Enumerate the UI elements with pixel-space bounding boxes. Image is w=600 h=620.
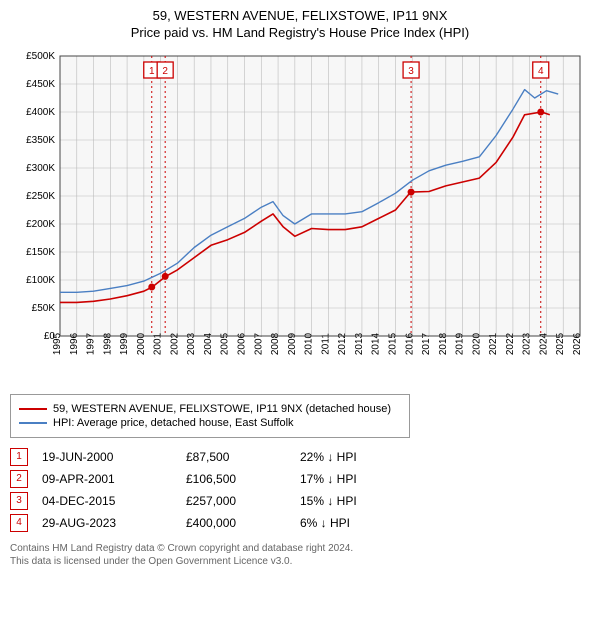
sale-date: 09-APR-2001 xyxy=(42,472,172,486)
legend: 59, WESTERN AVENUE, FELIXSTOWE, IP11 9NX… xyxy=(10,394,410,438)
sale-vs-hpi: 17% ↓ HPI xyxy=(300,472,400,486)
sale-marker-badge: 4 xyxy=(10,514,28,532)
legend-row: HPI: Average price, detached house, East… xyxy=(19,417,401,429)
sale-price: £400,000 xyxy=(186,516,286,530)
svg-text:£400K: £400K xyxy=(26,107,55,118)
chart-title: 59, WESTERN AVENUE, FELIXSTOWE, IP11 9NX xyxy=(10,8,590,25)
sale-marker-badge: 3 xyxy=(10,492,28,510)
svg-text:1: 1 xyxy=(149,66,155,77)
sale-date: 04-DEC-2015 xyxy=(42,494,172,508)
sale-vs-hpi: 22% ↓ HPI xyxy=(300,450,400,464)
svg-text:£250K: £250K xyxy=(26,191,55,202)
legend-row: 59, WESTERN AVENUE, FELIXSTOWE, IP11 9NX… xyxy=(19,403,401,415)
figure-container: 59, WESTERN AVENUE, FELIXSTOWE, IP11 9NX… xyxy=(0,0,600,578)
svg-text:3: 3 xyxy=(408,66,414,77)
chart-subtitle: Price paid vs. HM Land Registry's House … xyxy=(10,25,590,40)
sale-marker-badge: 1 xyxy=(10,448,28,466)
sale-price: £106,500 xyxy=(186,472,286,486)
legend-label: 59, WESTERN AVENUE, FELIXSTOWE, IP11 9NX… xyxy=(53,403,391,415)
sale-price: £257,000 xyxy=(186,494,286,508)
chart-area: £0£50K£100K£150K£200K£250K£300K£350K£400… xyxy=(10,46,590,386)
svg-text:£500K: £500K xyxy=(26,51,55,62)
sale-price: £87,500 xyxy=(186,450,286,464)
sale-date: 29-AUG-2023 xyxy=(42,516,172,530)
sales-row: 3 04-DEC-2015 £257,000 15% ↓ HPI xyxy=(10,492,590,510)
sale-vs-hpi: 6% ↓ HPI xyxy=(300,516,400,530)
legend-swatch xyxy=(19,408,47,410)
svg-text:4: 4 xyxy=(538,66,544,77)
svg-text:£200K: £200K xyxy=(26,219,55,230)
sales-row: 2 09-APR-2001 £106,500 17% ↓ HPI xyxy=(10,470,590,488)
sale-vs-hpi: 15% ↓ HPI xyxy=(300,494,400,508)
sales-row: 4 29-AUG-2023 £400,000 6% ↓ HPI xyxy=(10,514,590,532)
svg-text:£100K: £100K xyxy=(26,275,55,286)
svg-text:£150K: £150K xyxy=(26,247,55,258)
sales-row: 1 19-JUN-2000 £87,500 22% ↓ HPI xyxy=(10,448,590,466)
sale-date: 19-JUN-2000 xyxy=(42,450,172,464)
legend-swatch xyxy=(19,422,47,424)
svg-text:2: 2 xyxy=(162,66,168,77)
sale-marker-badge: 2 xyxy=(10,470,28,488)
svg-text:£50K: £50K xyxy=(32,303,56,314)
footer-attribution: Contains HM Land Registry data © Crown c… xyxy=(10,542,590,568)
footer-line-2: This data is licensed under the Open Gov… xyxy=(10,555,590,568)
sales-table: 1 19-JUN-2000 £87,500 22% ↓ HPI 2 09-APR-2001… xyxy=(10,448,590,532)
svg-text:£350K: £350K xyxy=(26,135,55,146)
line-chart: £0£50K£100K£150K£200K£250K£300K£350K£400… xyxy=(10,46,590,386)
legend-label: HPI: Average price, detached house, East… xyxy=(53,417,294,429)
svg-text:£450K: £450K xyxy=(26,79,55,90)
footer-line-1: Contains HM Land Registry data © Crown c… xyxy=(10,542,590,555)
svg-text:£300K: £300K xyxy=(26,163,55,174)
